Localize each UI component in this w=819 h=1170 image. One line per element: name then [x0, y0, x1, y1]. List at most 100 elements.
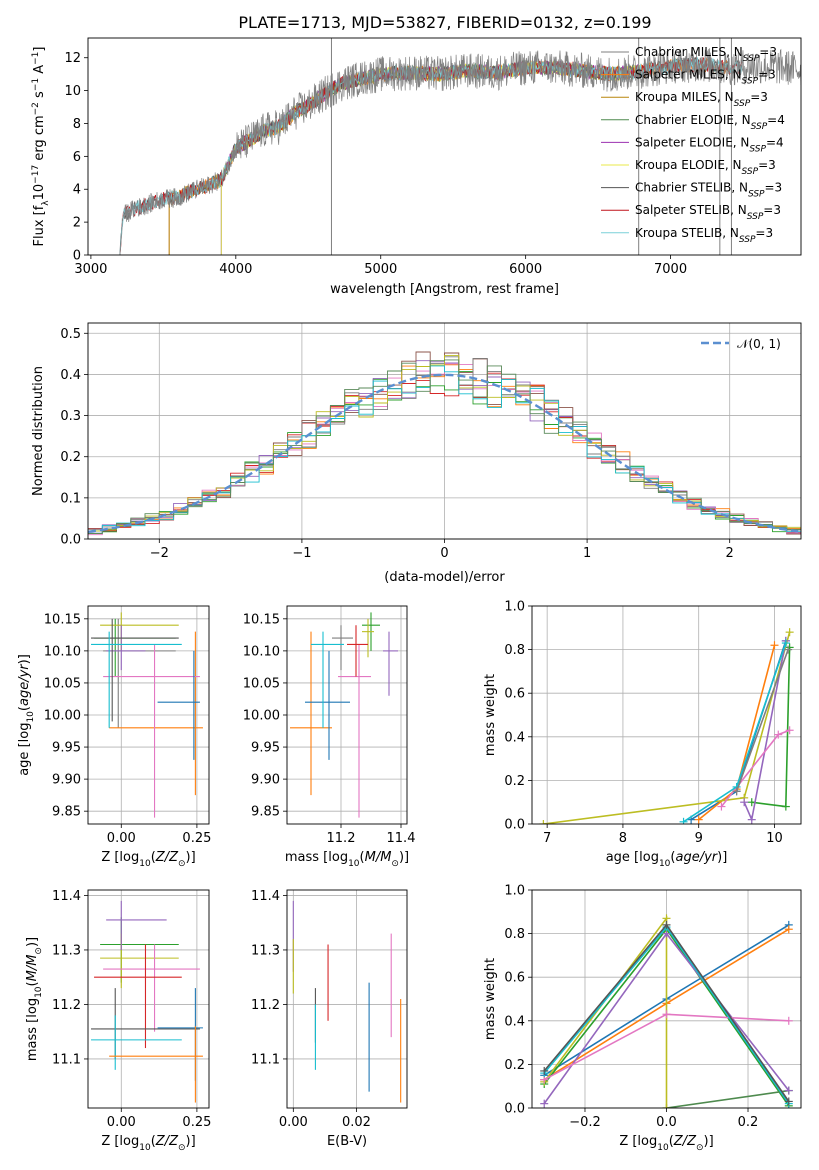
xlabel-part: Z/Z	[155, 1134, 179, 1149]
xlabel-part: M/M	[365, 850, 392, 865]
mass_vs_Z-axes: 0.00 0.25 11.1 11.2 11.3 11.4	[52, 889, 211, 1130]
y-tick-label: 10.10	[44, 644, 81, 659]
spectrum-data-line	[119, 47, 801, 255]
ylabel-part: −1	[31, 78, 41, 91]
x-tick-label: 0.0	[656, 1115, 677, 1130]
residual-histogram	[88, 365, 801, 534]
ylabel-part: (	[17, 706, 32, 711]
legend-sub: SSP	[748, 190, 765, 200]
residual-histogram	[88, 364, 801, 532]
errorbar-point	[109, 631, 203, 796]
mass_vs_Z-xlabel: Z [log10(Z/Z⊙)]	[101, 1134, 195, 1153]
x-tick-label: 0	[440, 546, 448, 561]
age_vs_Z-axes: 0.00 0.25 9.85 9.90 9.95 10.00 10.05 10.10 10.15	[44, 606, 211, 846]
legend-text: Salpeter MILES, N	[635, 68, 742, 82]
ylabel-part: A	[32, 65, 47, 78]
x-tick-label: 0.25	[182, 1115, 211, 1130]
xlabel-part: Z [log	[101, 1134, 139, 1149]
y-tick-label: 0.2	[504, 1058, 525, 1073]
legend-entry: Salpeter ELODIE, NSSP=4	[635, 135, 784, 154]
legend-entry: 𝒩(0, 1)	[737, 337, 781, 351]
y-tick-label: 11.4	[251, 889, 280, 904]
ylabel-part: 10	[34, 986, 44, 998]
xlabel-part: Z [log	[101, 850, 139, 865]
y-tick-label: 4	[73, 183, 81, 198]
ylabel-part: )]	[17, 654, 32, 664]
residuals-ylabel: Normed distribution	[31, 366, 46, 496]
x-tick-label: 0.00	[107, 831, 136, 846]
legend-val: =3	[750, 90, 768, 104]
massweight_vs_age-plot	[539, 628, 794, 824]
xlabel-part: )]	[717, 850, 727, 865]
y-tick-label: 1.0	[504, 884, 525, 899]
errorbar-point	[383, 631, 398, 696]
legend-text: Chabrier MILES, N	[635, 45, 743, 59]
ylabel-part: erg cm	[32, 115, 47, 164]
errorbar-point	[103, 944, 200, 1032]
normal-curve	[88, 373, 799, 533]
errorbar-point	[109, 1026, 203, 1103]
y-tick-label: 0.6	[504, 971, 525, 986]
xlabel-part: (	[670, 850, 675, 865]
xlabel-part: )]	[186, 1134, 196, 1149]
y-tick-label: 11.4	[52, 889, 81, 904]
y-tick-label: 9.95	[251, 741, 280, 756]
errorbar-point	[106, 900, 167, 950]
legend-entry: Chabrier ELODIE, NSSP=4	[635, 113, 785, 132]
age_vs_mass-xlabel: mass [log10(M/M⊙)]	[285, 850, 409, 869]
y-tick-label: 11.3	[251, 943, 280, 958]
legend-val: =3	[765, 181, 783, 195]
x-tick-label: 11.2	[327, 831, 356, 846]
x-tick-label: 5000	[364, 262, 397, 277]
y-tick-label: 0.6	[504, 687, 525, 702]
legend-entry: Salpeter STELIB, NSSP=3	[635, 203, 781, 222]
errorbar-point	[332, 625, 353, 671]
x-tick-label: 3000	[74, 262, 107, 277]
xlabel-part: 10	[139, 1143, 151, 1153]
legend-sub: SSP	[747, 212, 764, 222]
errorbar-point	[91, 631, 182, 728]
xlabel-part: age [log	[606, 850, 659, 865]
legend-sub: SSP	[743, 54, 760, 64]
x-tick-label: 0.02	[342, 1115, 371, 1130]
ylabel-part: age [log	[17, 723, 32, 776]
xlabel-part: )]	[704, 1134, 714, 1149]
ylabel-part: ]	[32, 47, 47, 52]
legend-text: Kroupa STELIB, N	[635, 226, 739, 240]
legend-sub: SSP	[742, 77, 759, 87]
y-tick-label: 0.4	[504, 730, 525, 745]
age_vs_mass-axes: 11.2 11.4 9.85 9.90 9.95 10.00 10.05 10.10 10.15	[243, 606, 415, 846]
y-tick-label: 0.0	[60, 533, 81, 548]
y-tick-label: 0.0	[504, 818, 525, 833]
legend-text: Kroupa ELODIE, N	[635, 158, 742, 172]
errorbar-point	[338, 644, 371, 818]
ylabel-part: M/M	[25, 955, 40, 982]
ylabel-part: −17	[31, 165, 41, 184]
panels: 3000 4000 5000 6000 7000024681012wavelength …	[17, 37, 802, 1153]
y-tick-label: 0.8	[504, 927, 525, 942]
ylabel-part: (	[25, 981, 40, 986]
x-tick-label: 7	[543, 831, 551, 846]
spectrum-axes: 3000 4000 5000 6000 7000 0 2 4 6 8 10 12	[64, 51, 687, 277]
spectrum-plot	[119, 38, 801, 255]
ylabel-part: )]	[25, 937, 40, 947]
massweight_vs_age-frame	[531, 605, 802, 825]
y-tick-label: 10.00	[44, 709, 81, 724]
errorbar-point	[94, 944, 182, 1049]
xlabel-part: 10	[657, 1143, 669, 1153]
xlabel-part: Z/Z	[155, 850, 179, 865]
xlabel-part: )]	[186, 850, 196, 865]
errorbar-point	[311, 631, 344, 728]
y-tick-label: 0.1	[60, 491, 81, 506]
legend-entry: Salpeter MILES, NSSP=3	[635, 68, 776, 87]
y-tick-label: 11.3	[52, 943, 81, 958]
spectrum-ylabel: Flux [fλ10−17 erg cm−2 s−1 A−1]	[31, 47, 51, 247]
legend-val: =3	[758, 68, 776, 82]
errorbar-point	[305, 650, 350, 760]
y-tick-label: 11.2	[251, 998, 280, 1013]
residuals-xlabel: (data-model)/error	[384, 570, 505, 585]
x-tick-label: 0.00	[279, 1115, 308, 1130]
xlabel-part: ⊙	[696, 1143, 704, 1153]
x-tick-label: −0.2	[569, 1115, 601, 1130]
y-tick-label: 9.85	[52, 805, 81, 820]
